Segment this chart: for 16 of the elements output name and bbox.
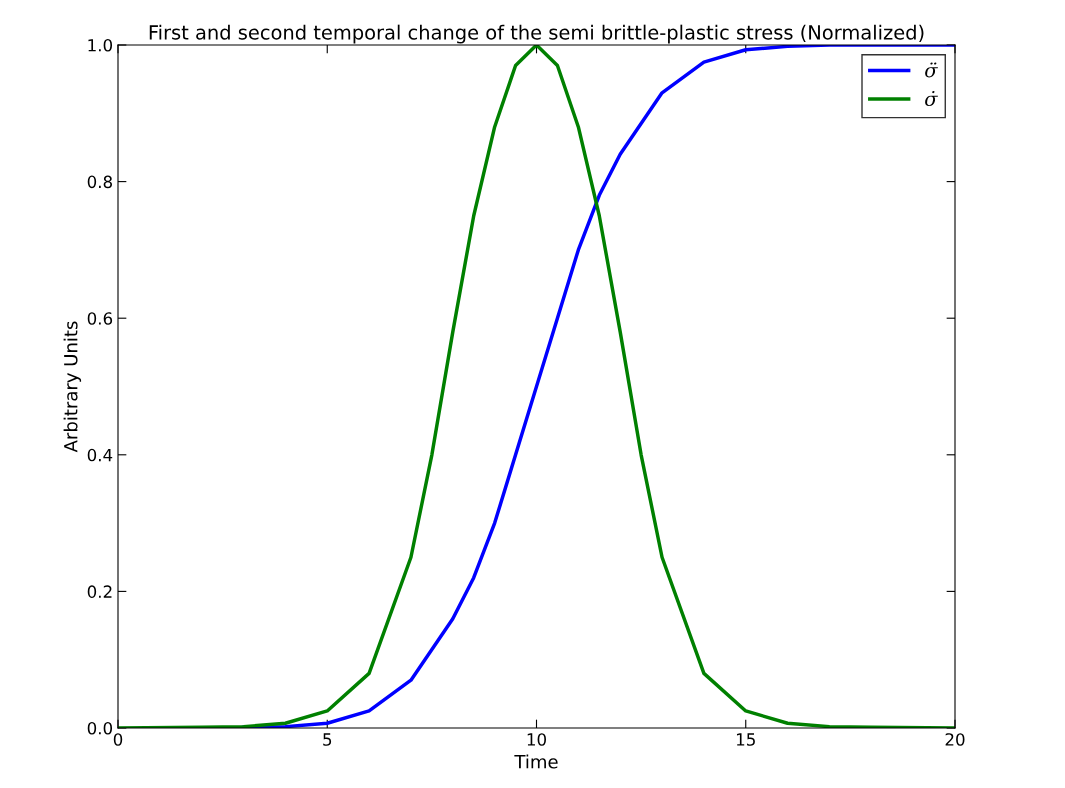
y-tick-label: 1.0 xyxy=(88,38,113,52)
x-axis-title: Time xyxy=(514,754,558,769)
chart-title: First and second temporal change of the semi brittle-plastic stress (Normalized) xyxy=(149,24,924,44)
x-tick-label: 15 xyxy=(736,733,755,746)
x-tick-label: 5 xyxy=(323,733,332,746)
y-tick-label: 0.8 xyxy=(87,175,112,189)
y-tick-label: 0.6 xyxy=(87,312,113,325)
y-tick-label: 0.4 xyxy=(87,448,113,462)
x-tick-label: 0 xyxy=(113,733,123,746)
y-axis-title: Arbitrary Units xyxy=(63,321,82,453)
y-tick-label: 0.0 xyxy=(87,721,113,735)
y-tick-label: 0.2 xyxy=(87,585,112,598)
legend-label: σ̇ xyxy=(925,90,938,107)
legend-label: σ̈ xyxy=(925,62,938,78)
x-tick-label: 10 xyxy=(527,733,546,746)
x-tick-label: 20 xyxy=(945,733,965,746)
